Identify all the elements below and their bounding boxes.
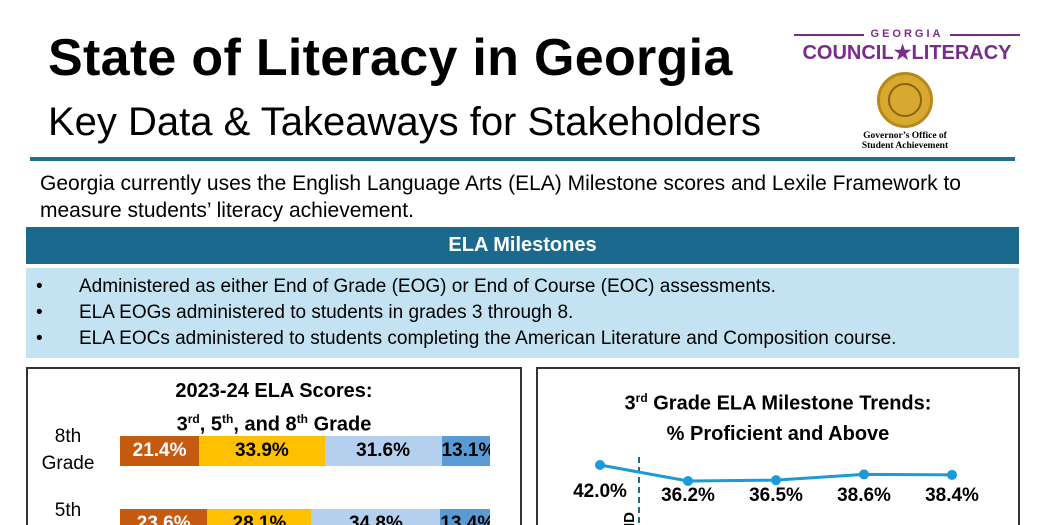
page-subtitle: Key Data & Takeaways for Stakeholders bbox=[48, 100, 761, 144]
data-point bbox=[947, 469, 957, 480]
list-item: • ELA EOCs administered to students comp… bbox=[26, 326, 1019, 352]
grade-label-8th: 8th Grade bbox=[38, 423, 98, 477]
list-item: • Administered as either End of Grade (E… bbox=[26, 274, 1019, 300]
trend-chart-title: 3rd Grade ELA Milestone Trends: % Profic… bbox=[538, 383, 1018, 449]
trend-title-line1: 3rd Grade ELA Milestone Trends: bbox=[538, 383, 1018, 419]
trend-title-sup: rd bbox=[635, 391, 648, 405]
section-heading: ELA Milestones bbox=[26, 227, 1019, 264]
seal-caption: Governor’s Office of Student Achievement bbox=[830, 131, 980, 152]
bar-segment: 28.1% bbox=[207, 509, 312, 525]
grade-label-5th: 5th bbox=[38, 497, 98, 524]
bar-segment: 33.9% bbox=[199, 436, 325, 466]
bar-segment: 13.4% bbox=[440, 509, 490, 525]
scores-title-sup: th bbox=[296, 412, 309, 426]
logo-rule-right bbox=[950, 34, 1020, 36]
bullet-text: ELA EOCs administered to students comple… bbox=[79, 328, 897, 349]
intro-text: Georgia currently uses the English Langu… bbox=[40, 172, 961, 222]
grade-label-line2: Grade bbox=[41, 453, 95, 474]
trend-title-part: Grade ELA Milestone Trends: bbox=[647, 392, 932, 415]
data-label: 38.6% bbox=[837, 485, 891, 506]
data-point bbox=[683, 476, 693, 486]
seal-caption-line1: Governor’s Office of bbox=[863, 131, 947, 141]
trend-panel: 3rd Grade ELA Milestone Trends: % Profic… bbox=[536, 367, 1020, 525]
scores-title-sup: rd bbox=[187, 412, 200, 426]
bullet-list: • Administered as either End of Grade (E… bbox=[26, 268, 1019, 358]
scores-title-part: , and 8 bbox=[233, 413, 297, 436]
data-point bbox=[859, 469, 869, 480]
council-logo: GEORGIA COUNCIL★LITERACY Governor’s Offi… bbox=[790, 28, 1030, 158]
logo-org-main: COUNCIL★LITERACY bbox=[802, 42, 1012, 64]
bullet-icon: • bbox=[36, 302, 43, 323]
data-label: 42.0% bbox=[573, 481, 627, 502]
logo-rule-left bbox=[794, 34, 864, 36]
bar-segment: 34.8% bbox=[311, 509, 441, 525]
header-divider bbox=[30, 157, 1015, 161]
scores-title-part: , 5 bbox=[199, 413, 222, 436]
logo-org-top: GEORGIA bbox=[870, 28, 944, 40]
scores-title-sup: th bbox=[222, 412, 234, 426]
list-item: • ELA EOGs administered to students in g… bbox=[26, 300, 1019, 326]
scores-title-line1: 2023-24 ELA Scores: bbox=[175, 380, 373, 402]
scores-chart-title: 2023-24 ELA Scores: 3rd, 5th, and 8th Gr… bbox=[28, 377, 520, 439]
scores-title-line2: 3rd, 5th, and 8th Grade bbox=[28, 405, 520, 439]
trend-title-line2: % Proficient and Above bbox=[666, 422, 890, 445]
state-seal-icon bbox=[877, 72, 933, 128]
data-label: 36.2% bbox=[661, 485, 715, 506]
scores-title-part: 3 bbox=[176, 413, 188, 436]
data-label: 36.5% bbox=[749, 485, 803, 506]
bullet-icon: • bbox=[36, 328, 43, 349]
data-point bbox=[771, 475, 781, 486]
seal-caption-line2: Student Achievement bbox=[861, 140, 949, 151]
bar-segment: 21.4% bbox=[120, 436, 200, 466]
trend-title-part: 3 bbox=[624, 392, 636, 415]
bar-segment: 23.6% bbox=[120, 509, 208, 525]
trend-line-chart: ID 42.0% 36.2% 36.5% 38.6% 38.4% bbox=[573, 457, 979, 525]
scores-panel: 2023-24 ELA Scores: 3rd, 5th, and 8th Gr… bbox=[26, 367, 522, 525]
bullet-text: ELA EOGs administered to students in gra… bbox=[79, 302, 574, 323]
data-point bbox=[595, 460, 605, 470]
bar-segment: 31.6% bbox=[324, 436, 442, 466]
grade-label-line1: 5th bbox=[54, 500, 82, 521]
bar-segment: 13.1% bbox=[441, 436, 490, 466]
bullet-icon: • bbox=[36, 276, 43, 297]
divider-label: ID bbox=[621, 512, 638, 525]
data-label: 38.4% bbox=[925, 485, 979, 506]
page-title: State of Literacy in Georgia bbox=[48, 29, 733, 87]
bullet-text: Administered as either End of Grade (EOG… bbox=[79, 276, 776, 297]
scores-title-part: Grade bbox=[308, 413, 372, 436]
grade-label-line1: 8th bbox=[54, 426, 82, 447]
